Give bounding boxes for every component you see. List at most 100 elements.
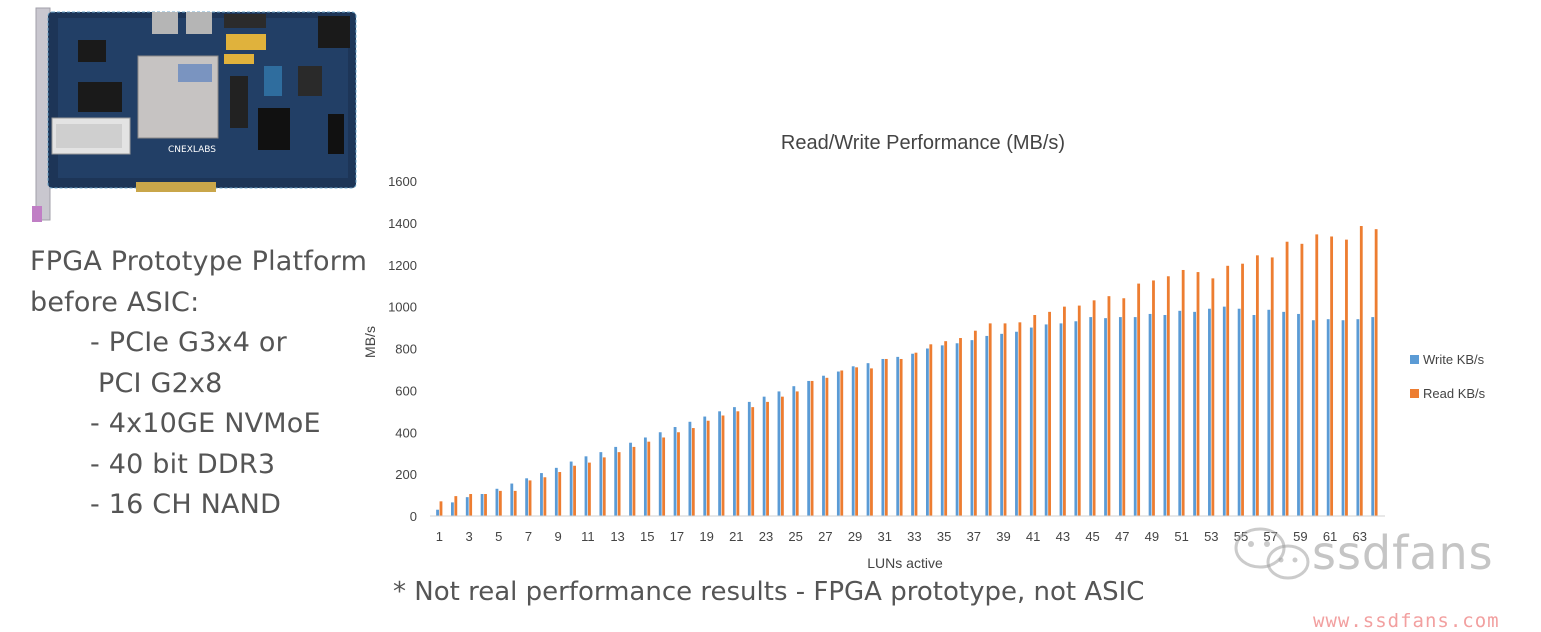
x-tick-label: 53 (1204, 529, 1218, 544)
bar-read (617, 452, 621, 516)
x-axis-label: LUNs active (867, 555, 943, 571)
bar-write (1311, 320, 1315, 516)
bar-write (451, 502, 454, 516)
platform-spec: FPGA Prototype Platform before ASIC: - P… (30, 242, 370, 526)
bar-write (1104, 318, 1107, 516)
footnote: * Not real performance results - FPGA pr… (393, 577, 1145, 607)
bar-write (1208, 308, 1211, 516)
bar-read (840, 370, 844, 516)
bar-write (985, 335, 989, 516)
x-tick-label: 3 (465, 529, 472, 544)
bar-read (439, 501, 443, 516)
board-logo-text: CNEXLABS (168, 145, 216, 155)
bar-read (1241, 263, 1244, 516)
y-axis-label: MB/s (362, 326, 378, 358)
spec-item: - 40 bit DDR3 (90, 448, 276, 480)
bar-read (944, 341, 948, 516)
bar-read (1122, 298, 1126, 516)
legend-label-write: Write KB/s (1423, 352, 1485, 367)
spec-heading-line1: FPGA Prototype Platform (30, 246, 368, 277)
bar-read (1152, 280, 1155, 516)
memory-chip (78, 40, 106, 62)
y-tick-label: 200 (395, 467, 417, 482)
y-tick-label: 800 (395, 342, 417, 357)
bar-write (1089, 317, 1093, 516)
bar-write (836, 371, 840, 516)
bar-read (959, 338, 962, 516)
bar-write (629, 442, 632, 516)
fpga-board-photo: CNEXLABS (32, 7, 357, 222)
bar-write (1371, 317, 1375, 516)
bar-read (1345, 239, 1348, 517)
bar-read (543, 477, 547, 516)
x-tick-label: 27 (818, 529, 832, 544)
x-tick-label: 1 (436, 529, 443, 544)
bar-read (1315, 234, 1319, 516)
bar-read (1107, 296, 1111, 516)
bar-read (558, 472, 562, 516)
spec-item: - PCIe G3x4 or (90, 327, 287, 358)
x-tick-label: 31 (877, 529, 891, 544)
bar-read (1226, 265, 1230, 516)
bar-write (1267, 309, 1271, 516)
spec-heading-line2: before ASIC: (30, 286, 200, 318)
legend-swatch-write (1410, 355, 1419, 364)
bar-read (647, 441, 651, 516)
bar-read (855, 367, 859, 516)
bar-write (480, 494, 484, 516)
bar-write (1118, 317, 1122, 516)
bar-write (1237, 308, 1241, 516)
y-tick-label: 400 (395, 425, 417, 440)
bar-read (780, 396, 784, 516)
legend-label-read: Read KB/s (1423, 386, 1486, 401)
watermark-url: www.ssdfans.com (1313, 610, 1500, 632)
bar-read (929, 344, 933, 516)
x-tick-label: 21 (729, 529, 743, 544)
x-tick-label: 63 (1352, 529, 1366, 544)
bar-write (1074, 321, 1078, 516)
x-tick-label: 61 (1323, 529, 1337, 544)
x-tick-label: 59 (1293, 529, 1307, 544)
bar-read (528, 480, 532, 516)
bar-read (469, 494, 473, 516)
bar-write (1326, 319, 1330, 516)
bar-write (614, 446, 618, 516)
wechat-watermark-icon (1234, 527, 1310, 580)
bar-read (1018, 322, 1022, 516)
bar-read (1003, 323, 1007, 516)
bar-write (1193, 311, 1197, 516)
bar-read (721, 415, 725, 516)
bar-write (510, 483, 514, 516)
x-tick-label: 15 (640, 529, 654, 544)
bar-write (658, 432, 662, 516)
bar-write (540, 473, 543, 516)
x-tick-label: 7 (525, 529, 532, 544)
x-tick-label: 23 (759, 529, 773, 544)
bar-read (751, 407, 755, 517)
bar-write (911, 353, 914, 516)
bar-write (436, 509, 439, 516)
bar-read (1048, 311, 1051, 516)
bar-read (1211, 278, 1215, 516)
bar-read (573, 465, 576, 516)
y-tick-label: 1200 (388, 258, 417, 273)
bar-write (1178, 310, 1182, 516)
bar-write (1222, 306, 1226, 517)
bar-read (810, 380, 814, 516)
bar-read (1359, 226, 1363, 516)
bar-write (673, 427, 677, 516)
x-tick-label: 43 (1056, 529, 1070, 544)
x-tick-label: 47 (1115, 529, 1129, 544)
bar-read (1285, 241, 1289, 516)
y-tick-label: 600 (395, 383, 417, 398)
bar-read (1092, 300, 1096, 516)
x-tick-label: 51 (1174, 529, 1188, 544)
bar-write (554, 467, 558, 516)
bar-write (569, 461, 573, 516)
bar-write (1297, 313, 1300, 516)
y-tick-label: 1400 (388, 216, 417, 231)
bar-read (973, 330, 977, 516)
bar-read (825, 377, 829, 516)
bar-read (1330, 236, 1334, 516)
bar-write (495, 488, 499, 516)
